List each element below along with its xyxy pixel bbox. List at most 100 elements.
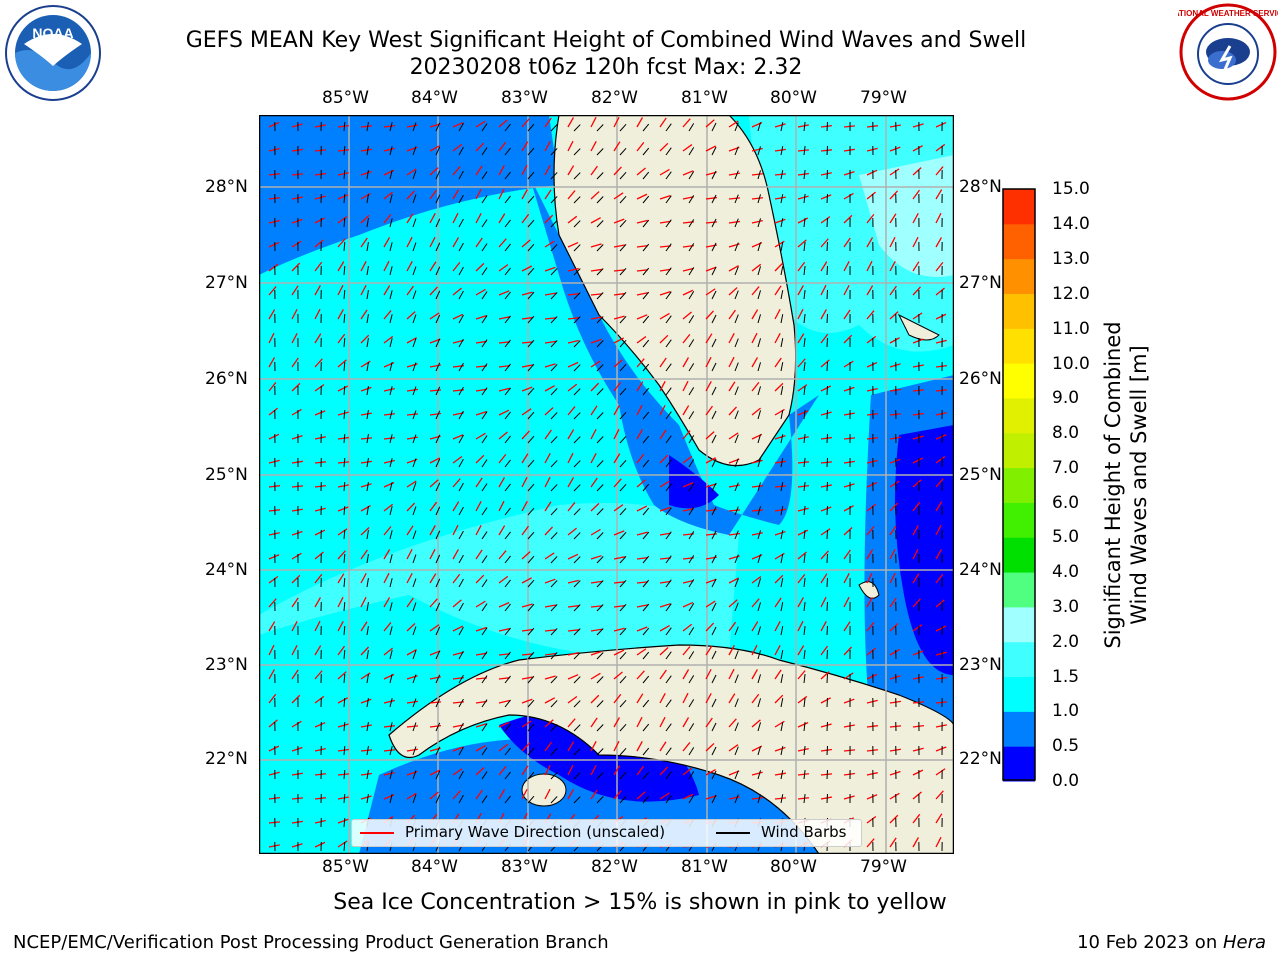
wave-direction-arrow — [705, 742, 715, 752]
wave-direction-arrow — [590, 555, 602, 560]
wind-barb — [481, 675, 488, 684]
wave-direction-arrow — [797, 722, 809, 728]
wave-direction-arrow — [774, 644, 781, 656]
wave-direction-arrow — [268, 407, 278, 416]
colorbar-segment — [1003, 189, 1035, 225]
wind-barb — [665, 219, 672, 228]
wind-barb — [481, 555, 488, 564]
wave-direction-arrow — [935, 412, 947, 416]
wind-barb — [826, 241, 828, 252]
wind-barb — [527, 339, 535, 348]
wind-barb — [642, 771, 650, 780]
wave-direction-arrow — [383, 147, 395, 152]
wind-barb — [803, 578, 806, 588]
wave-direction-arrow — [452, 261, 461, 272]
wave-direction-arrow — [314, 573, 323, 584]
wind-barb — [734, 170, 739, 180]
wave-direction-arrow — [866, 169, 878, 176]
wave-direction-arrow — [866, 647, 877, 656]
wind-barb — [688, 387, 695, 396]
wind-barb — [435, 746, 441, 756]
wave-direction-arrow — [797, 124, 809, 128]
wind-barb — [711, 218, 717, 228]
wave-direction-arrow — [521, 453, 529, 464]
wave-direction-arrow — [314, 172, 326, 176]
wind-barb — [711, 722, 717, 732]
wave-direction-arrow — [337, 261, 345, 272]
wave-direction-arrow — [590, 316, 602, 320]
wave-direction-arrow — [636, 626, 648, 632]
wave-direction-arrow — [360, 549, 368, 560]
wind-barb — [665, 555, 672, 564]
wave-direction-arrow — [613, 315, 625, 320]
wave-direction-arrow — [291, 720, 302, 728]
wave-direction-arrow — [291, 148, 303, 152]
wave-direction-arrow — [659, 168, 670, 176]
wave-direction-arrow — [567, 361, 579, 368]
wave-direction-arrow — [728, 796, 740, 800]
map-frame — [259, 115, 954, 854]
wind-barb — [619, 124, 627, 132]
wave-direction-arrow — [567, 293, 580, 296]
wind-barb — [596, 484, 604, 492]
wind-barb — [366, 674, 369, 684]
wave-direction-arrow — [544, 719, 554, 728]
wave-direction-arrow — [406, 525, 414, 536]
wave-direction-arrow — [567, 789, 574, 800]
wind-barb — [527, 555, 535, 564]
wind-barb — [366, 386, 369, 396]
wave-direction-arrow — [889, 285, 897, 296]
wave-direction-arrow — [935, 121, 947, 128]
wave-direction-arrow — [935, 478, 944, 488]
wind-barb — [757, 170, 762, 180]
wind-barb — [642, 339, 650, 348]
wave-direction-arrow — [636, 314, 648, 320]
wind-barb — [734, 554, 739, 564]
wind-barb — [780, 674, 784, 684]
wind-barb — [780, 602, 784, 612]
wind-barb — [711, 410, 717, 420]
wind-barb — [688, 267, 695, 276]
wind-barb — [573, 388, 581, 396]
wave-direction-arrow — [268, 241, 280, 248]
wave-direction-arrow — [797, 695, 808, 704]
wind-barb — [435, 410, 441, 420]
wave-direction-arrow — [613, 604, 625, 608]
wind-barb — [826, 265, 828, 276]
lat-tick-right: 26°N — [959, 369, 1002, 389]
wind-barb — [412, 458, 417, 468]
wave-direction-arrow — [659, 220, 671, 224]
wave-direction-arrow — [774, 746, 786, 752]
wave-direction-arrow — [636, 693, 644, 704]
wave-direction-arrow — [912, 501, 921, 512]
wind-barb — [504, 363, 511, 372]
wind-barb — [711, 482, 717, 492]
wind-barb — [458, 170, 464, 180]
wind-barb — [711, 674, 717, 684]
wave-direction-arrow — [866, 549, 874, 560]
wave-direction-arrow — [866, 794, 878, 800]
wind-barb — [757, 458, 762, 468]
colorbar-segment — [1003, 432, 1035, 469]
wave-direction-arrow — [383, 310, 392, 320]
wave-direction-arrow — [360, 505, 371, 512]
wind-barb — [366, 410, 369, 420]
wind-barb — [688, 651, 695, 660]
wave-direction-arrow — [797, 217, 809, 224]
wind-barb — [688, 411, 695, 420]
wave-direction-arrow — [360, 672, 371, 680]
wave-direction-arrow — [498, 365, 510, 368]
wave-direction-arrow — [498, 500, 505, 512]
wind-barb — [504, 723, 511, 732]
wave-direction-arrow — [912, 598, 921, 608]
wind-barb — [504, 507, 511, 516]
wind-barb — [550, 556, 558, 564]
wave-direction-arrow — [912, 525, 919, 536]
wave-direction-arrow — [705, 768, 716, 776]
wave-direction-arrow — [475, 237, 483, 248]
wave-direction-arrow — [797, 748, 809, 752]
wind-barb — [412, 554, 417, 564]
wave-direction-arrow — [613, 504, 624, 512]
wind-barb — [688, 507, 695, 516]
wind-barb — [826, 601, 828, 612]
